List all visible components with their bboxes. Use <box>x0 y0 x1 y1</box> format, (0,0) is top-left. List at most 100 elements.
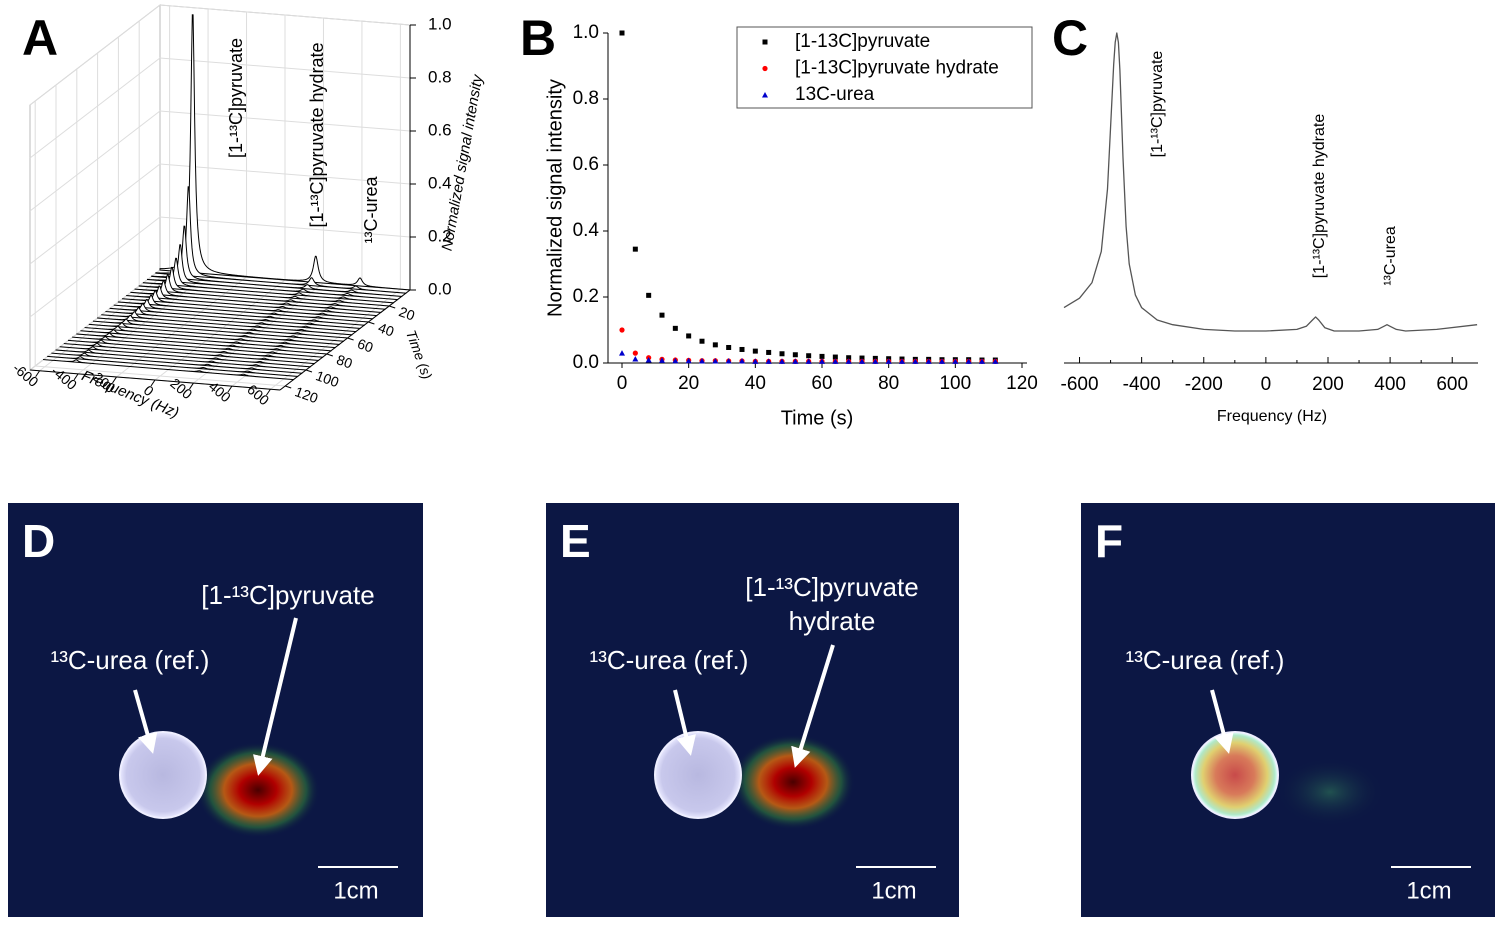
marker <box>992 358 999 364</box>
marker <box>965 358 972 364</box>
spectrum-trace <box>92 318 344 342</box>
y-tick-label: 20 <box>397 303 417 323</box>
peak-label: [1-¹³C]pyruvate hydrate <box>307 42 327 227</box>
spectrum-trace <box>130 280 382 313</box>
reference-disc <box>119 731 207 819</box>
marker <box>659 357 665 363</box>
marker <box>925 358 932 364</box>
tick-mark <box>189 382 194 390</box>
peak-label: ¹³C-urea <box>1382 226 1399 286</box>
annotation: [1-¹³C]pyruvate <box>745 572 918 602</box>
marker <box>619 350 625 356</box>
marker <box>872 358 879 364</box>
marker <box>632 356 639 362</box>
spectrum-trace <box>155 186 407 294</box>
marker <box>806 353 812 359</box>
x-tick-label: -600 <box>1061 374 1099 395</box>
signal-blob <box>196 742 320 838</box>
spectrum-trace <box>142 257 394 304</box>
annotation-arrow <box>673 689 696 756</box>
x-tick-label: 600 <box>1436 374 1468 395</box>
marker <box>699 338 705 344</box>
mri-image: D ¹³C-urea (ref.) [1-¹³C]pyruvate 1cm <box>8 503 423 917</box>
x-tick-label: 0 <box>1261 374 1272 395</box>
marker <box>752 348 758 354</box>
annotation-arrow <box>1210 689 1234 754</box>
marker <box>726 344 732 350</box>
image-background <box>546 503 959 917</box>
annotation-arrow <box>791 644 835 768</box>
tick-mark <box>73 373 79 381</box>
tick-mark <box>227 385 233 393</box>
x-tick-label: 600 <box>244 381 272 408</box>
z-tick-label: 1.0 <box>428 14 452 33</box>
marker <box>739 346 745 352</box>
legend-label: 13C-urea <box>795 84 875 105</box>
marker <box>672 357 679 364</box>
grid-line <box>154 15 286 381</box>
spectrum-trace <box>97 314 349 339</box>
annotation: ¹³C-urea (ref.) <box>51 645 210 675</box>
image-background <box>8 503 423 917</box>
y-tick-label: 0.0 <box>573 352 599 373</box>
marker <box>739 358 745 364</box>
panel-label: D <box>22 515 55 567</box>
panel-label: E <box>560 515 591 567</box>
marker <box>885 358 892 364</box>
y-tick-label: 0.2 <box>573 286 599 307</box>
legend-marker <box>762 39 768 45</box>
y-axis-title: Time (s) <box>403 328 436 382</box>
grid-line <box>29 110 411 212</box>
marker <box>645 357 652 363</box>
spectrum-trace <box>47 355 299 377</box>
tick-mark <box>35 370 41 378</box>
marker <box>845 358 852 364</box>
marker <box>819 358 825 364</box>
tick-mark <box>389 305 396 309</box>
spectrum-trace <box>101 311 353 336</box>
tick-mark <box>150 379 156 387</box>
y-tick-label: 0.8 <box>573 88 599 109</box>
panel-label: B <box>520 10 556 66</box>
peak-label: ¹³C-urea <box>361 176 381 244</box>
marker <box>912 358 919 364</box>
y-tick-label: 120 <box>293 383 321 406</box>
legend-label: [1-13C]pyruvate <box>795 31 930 52</box>
spectrum-trace <box>67 339 319 361</box>
marker <box>659 312 665 318</box>
tick-mark <box>285 385 292 389</box>
z-tick-label: 0.0 <box>428 279 452 298</box>
peak-label: [1-¹³C]pyruvate <box>226 38 246 158</box>
marker <box>619 30 625 36</box>
y-tick-label: 0.6 <box>573 154 599 175</box>
grid-line <box>34 101 286 387</box>
tick-mark <box>305 369 313 373</box>
legend-marker <box>762 65 768 72</box>
marker <box>632 350 638 356</box>
spectrum-trace <box>76 332 328 355</box>
x-tick-label: 200 <box>1312 374 1344 395</box>
spectrum-trace <box>51 352 303 374</box>
y-tick-label: 0.4 <box>573 220 600 241</box>
marker <box>859 358 865 364</box>
x-tick-label: 20 <box>678 373 699 394</box>
spectrum-trace <box>147 244 399 301</box>
spectrum-trace <box>109 303 361 329</box>
marker <box>899 358 905 364</box>
marker <box>766 349 772 355</box>
grid-line <box>231 21 363 387</box>
legend-box <box>736 26 1033 109</box>
x-tick-label: 60 <box>811 373 832 394</box>
marker <box>979 358 985 364</box>
z-tick-label: 0.4 <box>428 173 452 192</box>
marker <box>832 354 838 360</box>
marker <box>672 325 678 331</box>
z-axis-title: Normalized signal intensity <box>439 72 487 252</box>
legend-label: [1-13C]pyruvate hydrate <box>795 58 999 79</box>
spectrum-trace <box>72 336 324 358</box>
annotation: [1-¹³C]pyruvate <box>201 580 374 610</box>
spectrum-trace <box>138 266 390 307</box>
panel-label: A <box>22 10 58 66</box>
marker <box>765 358 772 364</box>
